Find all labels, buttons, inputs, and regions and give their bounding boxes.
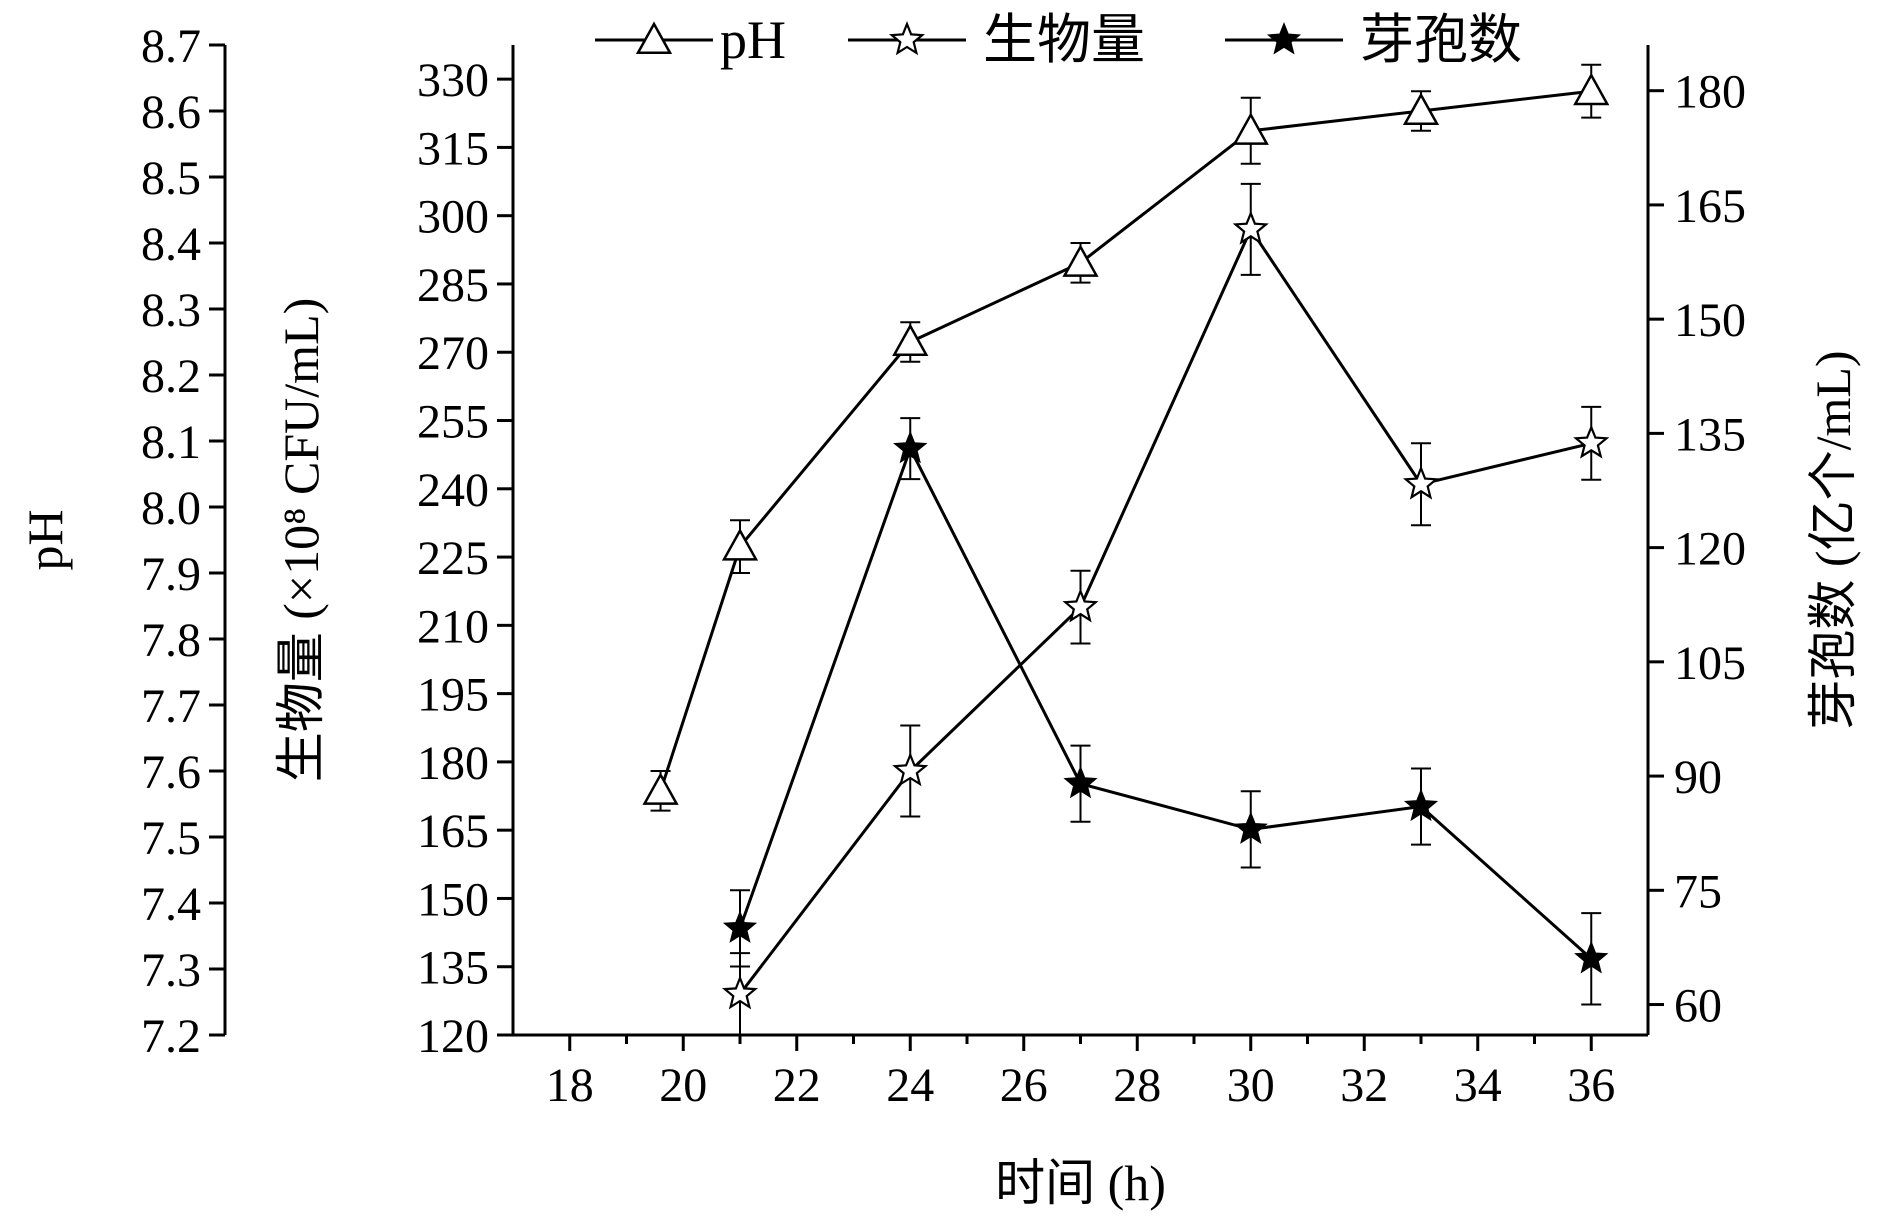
ph-tick-label: 7.7	[141, 680, 201, 733]
x-tick-label: 18	[546, 1059, 594, 1112]
biomass-data-point	[721, 975, 759, 1010]
ph-data-point	[1062, 244, 1099, 277]
ph-tick-label: 7.3	[141, 944, 201, 997]
legend-label: 生物量	[983, 10, 1145, 70]
ph-tick-label: 7.6	[141, 746, 201, 799]
x-tick-label: 28	[1113, 1059, 1161, 1112]
spores-data-point	[1233, 811, 1268, 844]
biomass-tick-label: 330	[417, 54, 489, 107]
legend-item-spores: 芽孢数	[1225, 10, 1522, 70]
ph-data-point	[1573, 72, 1610, 106]
spores-tick-label: 135	[1674, 408, 1746, 461]
legend-label: pH	[720, 10, 786, 70]
biomass-data-point	[1402, 465, 1440, 500]
series-biomass	[721, 182, 1610, 1036]
ph-tick-label: 8.2	[141, 350, 201, 403]
biomass-series-line	[738, 226, 1592, 995]
x-tick-label: 32	[1340, 1059, 1388, 1112]
ph-data-point	[1402, 92, 1440, 126]
biomass-data-point	[1232, 210, 1269, 245]
legend-item-biomass: 生物量	[848, 10, 1145, 70]
biomass-data-point	[1573, 424, 1610, 459]
x-tick-label: 20	[659, 1059, 707, 1112]
biomass-tick-label: 315	[417, 122, 489, 175]
spores-data-point	[1403, 788, 1439, 822]
ph-data-point	[1232, 112, 1269, 145]
x-tick-label: 26	[1000, 1059, 1048, 1112]
biomass-tick-label: 255	[417, 396, 489, 449]
biomass-tick-label: 165	[417, 805, 489, 858]
legend-marker	[635, 21, 673, 55]
biomass-tick-label: 135	[417, 942, 489, 995]
x-tick-label: 36	[1567, 1059, 1615, 1112]
ph-series-line	[659, 89, 1592, 792]
x-tick-label: 34	[1454, 1059, 1502, 1112]
biomass-tick-label: 300	[417, 191, 489, 244]
ph-data-point	[892, 323, 929, 357]
spores-series-line	[738, 444, 1593, 960]
x-axis-title: 时间 (h)	[995, 1155, 1166, 1211]
biomass-tick-label: 210	[417, 600, 489, 653]
spores-tick-label: 180	[1674, 66, 1746, 119]
biomass-tick-label: 150	[417, 873, 489, 926]
spores-tick-label: 165	[1674, 180, 1746, 233]
ph-tick-label: 8.5	[141, 152, 201, 205]
legend-item-ph: pH	[595, 10, 786, 70]
biomass-tick-label: 240	[417, 464, 489, 517]
legend-marker	[1266, 21, 1302, 55]
ph-tick-label: 8.1	[141, 416, 201, 469]
biomass-tick-label: 120	[417, 1010, 489, 1063]
biomass-tick-label: 180	[417, 737, 489, 790]
x-tick-label: 22	[773, 1059, 821, 1112]
series-group	[642, 63, 1610, 1036]
x-tick-label: 24	[886, 1059, 934, 1112]
ph-data-point	[721, 528, 759, 561]
ph-tick-label: 7.8	[141, 614, 201, 667]
biomass-data-point	[1062, 588, 1099, 623]
spores-tick-label: 90	[1674, 751, 1722, 804]
series-spores	[722, 417, 1609, 1006]
spores-data-point	[1574, 940, 1609, 974]
spores-axis-title: 芽孢数 (亿个/mL)	[1805, 350, 1861, 729]
biomass-tick-label: 225	[417, 532, 489, 585]
spores-data-point	[893, 430, 928, 464]
ph-tick-label: 8.6	[141, 86, 201, 139]
biomass-tick-label: 285	[417, 259, 489, 312]
ph-tick-label: 7.9	[141, 548, 201, 601]
spores-tick-label: 120	[1674, 523, 1746, 576]
ph-tick-label: 8.7	[141, 20, 201, 73]
biomass-tick-label: 270	[417, 327, 489, 380]
x-tick-label: 30	[1227, 1059, 1275, 1112]
ph-tick-label: 7.2	[141, 1010, 201, 1063]
ph-data-point	[642, 772, 679, 805]
axes-group: 18 20 22 24 26 28 30 32 34 36 时间 (h) 7.2 7.3 7.4 7.5 7.…	[17, 20, 1861, 1211]
spores-tick-label: 150	[1674, 294, 1746, 347]
ph-axis-title: pH	[17, 509, 73, 570]
ph-tick-label: 8.3	[141, 284, 201, 337]
ph-tick-label: 8.0	[141, 482, 201, 535]
spores-tick-label: 60	[1674, 980, 1722, 1033]
ph-tick-label: 7.4	[141, 878, 201, 931]
spores-tick-label: 75	[1674, 865, 1722, 918]
legend-label: 芽孢数	[1360, 10, 1522, 70]
biomass-tick-label: 195	[417, 669, 489, 722]
biomass-data-point	[892, 752, 929, 787]
series-ph	[642, 63, 1610, 812]
spores-data-point	[722, 910, 758, 943]
legend: pH 生物量 芽孢数	[595, 10, 1522, 70]
biomass-axis-title: 生物量 (×10⁸ CFU/mL)	[273, 298, 329, 783]
ph-tick-label: 8.4	[141, 218, 201, 271]
spores-data-point	[1063, 765, 1098, 799]
legend-marker	[889, 21, 925, 56]
spores-tick-label: 105	[1674, 637, 1746, 690]
ph-tick-label: 7.5	[141, 812, 201, 865]
